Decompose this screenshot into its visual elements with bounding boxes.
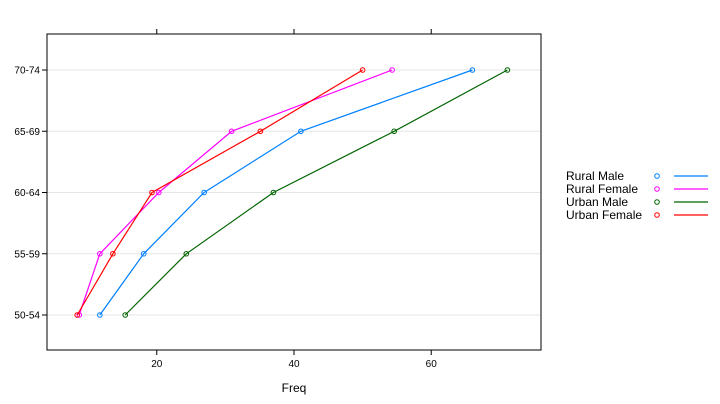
x-axis: 20 40 60 <box>151 29 437 370</box>
data-point <box>504 67 511 73</box>
data-point <box>391 128 397 135</box>
legend-label: Urban Male <box>566 195 628 209</box>
data-point <box>257 128 264 135</box>
data-point <box>156 189 162 196</box>
y-tick-label: 50-54 <box>14 311 40 322</box>
data-point <box>298 128 304 135</box>
data-point <box>201 189 207 196</box>
data-point <box>122 312 129 318</box>
series-rural-female <box>76 67 395 318</box>
y-tick-label: 60-64 <box>14 188 40 199</box>
data-point <box>469 67 476 73</box>
data-point <box>97 312 103 318</box>
series-urban-male <box>122 67 511 318</box>
legend-marker <box>654 186 660 192</box>
legend-marker <box>654 212 660 218</box>
data-point <box>149 189 155 196</box>
series-line <box>124 69 508 316</box>
series-line <box>76 69 363 316</box>
series-line <box>99 69 473 316</box>
y-tick-label: 55-59 <box>14 249 40 260</box>
data-point <box>97 250 103 257</box>
x-tick-label: 60 <box>426 359 438 370</box>
x-tick-label: 20 <box>151 359 163 370</box>
gridlines <box>47 69 541 316</box>
series-urban-female <box>74 67 366 318</box>
y-axis: 50-54 55-59 60-64 65-69 70-74 <box>14 66 47 322</box>
legend-marker <box>654 199 660 205</box>
legend-label: Rural Male <box>566 169 624 183</box>
data-point <box>228 128 235 135</box>
data-point <box>140 250 147 257</box>
data-point <box>270 189 277 196</box>
data-point <box>110 250 116 257</box>
series-rural-male <box>97 67 476 318</box>
data-point <box>183 250 190 257</box>
data-point <box>389 67 395 73</box>
legend-label: Rural Female <box>566 182 638 196</box>
y-tick-label: 70-74 <box>14 66 40 77</box>
x-tick-label: 40 <box>288 359 300 370</box>
x-axis-title: Freq <box>282 381 307 395</box>
y-tick-label: 65-69 <box>14 127 40 138</box>
series-layer <box>74 67 511 318</box>
data-point <box>359 67 366 73</box>
data-point <box>76 312 83 318</box>
legend-label: Urban Female <box>566 208 642 222</box>
series-line <box>78 69 393 316</box>
data-point <box>74 312 80 318</box>
legend-marker <box>654 173 660 179</box>
